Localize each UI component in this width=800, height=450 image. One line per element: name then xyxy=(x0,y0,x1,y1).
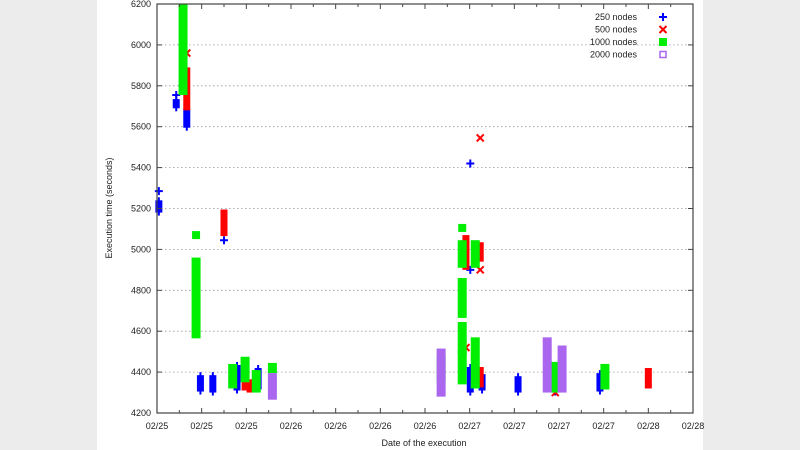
y-tick-label: 5000 xyxy=(131,244,151,254)
data-point xyxy=(458,223,467,232)
data-marks xyxy=(154,4,652,400)
data-point-cluster xyxy=(246,379,254,393)
x-tick-label: 02/25 xyxy=(146,421,169,431)
y-tick-label: 5600 xyxy=(131,122,151,132)
legend-label: 500 nodes xyxy=(595,25,638,35)
y-tick-label: 6200 xyxy=(131,0,151,9)
data-point-cluster xyxy=(457,240,467,268)
x-tick-label: 02/27 xyxy=(548,421,571,431)
data-point-cluster xyxy=(457,349,467,385)
data-point-cluster xyxy=(267,373,277,400)
data-point-cluster xyxy=(240,356,250,383)
legend-marker xyxy=(659,50,667,59)
left-blur-panel xyxy=(0,0,97,450)
series-2000-nodes xyxy=(267,337,567,400)
legend-marker xyxy=(659,38,667,46)
right-blur-panel xyxy=(703,0,800,450)
y-tick-label: 5200 xyxy=(131,204,151,214)
legend-label: 2000 nodes xyxy=(590,50,638,60)
data-point-cluster xyxy=(542,337,552,393)
data-point-cluster xyxy=(457,278,467,318)
data-point xyxy=(192,231,201,240)
data-point-cluster xyxy=(178,4,188,96)
x-tick-label: 02/26 xyxy=(414,421,437,431)
y-tick-label: 6000 xyxy=(131,40,151,50)
y-tick-label: 4800 xyxy=(131,285,151,295)
data-point xyxy=(466,159,475,168)
y-tick-label: 5800 xyxy=(131,81,151,91)
x-tick-label: 02/26 xyxy=(369,421,392,431)
data-point-cluster xyxy=(267,362,277,374)
y-tick-label: 4200 xyxy=(131,408,151,418)
legend-label: 1000 nodes xyxy=(590,37,638,47)
data-point-cluster xyxy=(470,337,480,389)
y-tick-label: 4600 xyxy=(131,326,151,336)
x-tick-label: 02/28 xyxy=(682,421,705,431)
axis-ticks: 4200 4400 4600 4800 5000 5200 5400 5600 5800 6000… xyxy=(131,0,704,431)
x-axis-label: Date of the execution xyxy=(381,438,466,448)
data-point xyxy=(476,133,485,143)
data-point-cluster xyxy=(557,345,567,393)
y-tick-label: 4400 xyxy=(131,367,151,377)
legend: 250 nodes 500 nodes 1000 nodes 2000 nodes xyxy=(590,12,668,60)
data-point-cluster xyxy=(600,363,610,390)
legend-label: 250 nodes xyxy=(595,12,638,22)
data-point xyxy=(154,187,163,196)
data-point-cluster xyxy=(251,370,261,393)
x-tick-label: 02/27 xyxy=(458,421,481,431)
data-point-cluster xyxy=(191,257,201,339)
y-tick-label: 5400 xyxy=(131,163,151,173)
legend-marker xyxy=(658,25,668,34)
data-point-cluster xyxy=(476,242,484,262)
legend-marker xyxy=(659,13,667,21)
data-point-cluster xyxy=(228,363,238,389)
x-tick-label: 02/25 xyxy=(190,421,213,431)
data-point-cluster xyxy=(470,240,480,268)
data-point xyxy=(220,236,228,245)
data-point-cluster xyxy=(644,368,652,389)
data-point-cluster xyxy=(457,321,467,355)
x-tick-label: 02/26 xyxy=(324,421,347,431)
x-tick-label: 02/26 xyxy=(280,421,303,431)
x-tick-label: 02/28 xyxy=(637,421,660,431)
x-tick-label: 02/25 xyxy=(235,421,258,431)
series-1000-nodes xyxy=(178,4,610,393)
x-tick-label: 02/27 xyxy=(503,421,526,431)
data-point-cluster xyxy=(476,366,484,388)
data-point-cluster xyxy=(551,361,561,393)
data-point-cluster xyxy=(436,348,446,397)
y-axis-label: Execution time (seconds) xyxy=(104,157,114,258)
data-point-cluster xyxy=(220,209,228,237)
x-tick-label: 02/27 xyxy=(592,421,615,431)
